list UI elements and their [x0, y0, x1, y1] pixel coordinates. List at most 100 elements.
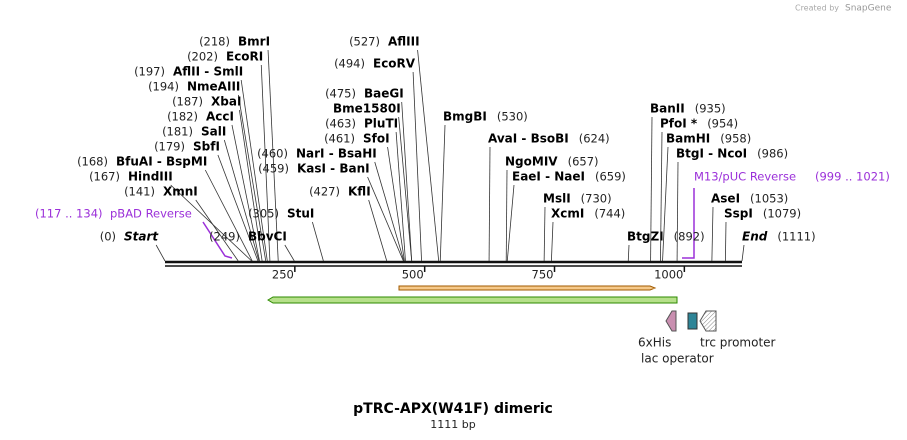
- site-name: SfoI: [363, 132, 390, 146]
- site-name: KasI - BanI: [297, 162, 370, 176]
- feature-arrow: [398, 285, 657, 291]
- site-position: (659): [595, 170, 626, 184]
- site-line: [395, 131, 406, 262]
- site-name: BbvCI: [248, 230, 287, 244]
- feature-arrow: [267, 296, 678, 304]
- map-title: pTRC-APX(W41F) dimeric: [353, 401, 553, 417]
- site-name: KflI: [348, 185, 371, 199]
- site-line: [368, 199, 388, 262]
- credit: Created by: [795, 4, 839, 13]
- site-name: MslI: [543, 192, 571, 206]
- site-position: (218): [199, 35, 230, 49]
- site-line: [374, 161, 405, 262]
- site-name: BmrI: [238, 35, 270, 49]
- primer-range: (999 .. 1021): [815, 170, 890, 184]
- site-position: (986): [757, 147, 788, 161]
- site-position: (194): [148, 80, 179, 94]
- site-position: (892): [674, 230, 705, 244]
- primer-mark: [682, 188, 695, 259]
- feature-6xhis: [665, 310, 677, 332]
- site-name: Bme1580I: [333, 102, 401, 116]
- site-name: NgoMIV: [505, 155, 558, 169]
- site-position: (958): [720, 132, 751, 146]
- site-line: [237, 94, 267, 262]
- site-line: [240, 79, 268, 262]
- site-position: (181): [162, 125, 193, 139]
- site-position: (1053): [750, 192, 788, 206]
- primer-name: M13/pUC Reverse: [694, 170, 796, 184]
- primer-mark: [202, 221, 233, 259]
- site-position: (1079): [763, 207, 801, 221]
- site-name: XcmI: [551, 207, 584, 221]
- site-position: (494): [334, 57, 365, 71]
- site-name: BamHI: [666, 132, 710, 146]
- site-name: NarI - BsaHI: [296, 147, 377, 161]
- site-name: StuI: [287, 207, 314, 221]
- site-position: (141): [124, 185, 155, 199]
- site-line: [398, 116, 413, 262]
- site-name: SspI: [724, 207, 753, 221]
- site-position: (744): [594, 207, 625, 221]
- site-line: [267, 49, 279, 262]
- site-line: [724, 221, 727, 262]
- site-line: [155, 244, 166, 262]
- site-position: (305): [248, 207, 279, 221]
- site-position: (179): [154, 140, 185, 154]
- ruler-label: 750: [532, 268, 554, 282]
- site-line: [412, 71, 422, 262]
- site-line: [650, 116, 653, 262]
- site-position: (475): [325, 87, 356, 101]
- site-line: [260, 64, 271, 262]
- site-name: BtgI - NcoI: [676, 147, 747, 161]
- site-position: (624): [579, 132, 610, 146]
- site-name: AccI: [206, 110, 234, 124]
- site-position: (730): [581, 192, 612, 206]
- ruler-label: 250: [272, 268, 294, 282]
- site-line: [627, 244, 630, 262]
- site-position: (527): [349, 35, 380, 49]
- site-position: (427): [309, 185, 340, 199]
- site-line: [676, 161, 679, 262]
- site-line: [312, 221, 324, 262]
- feature-label: trc promoter: [700, 336, 776, 350]
- site-position: (463): [325, 117, 356, 131]
- site-line: [217, 154, 259, 262]
- feature-trc-promoter: [699, 310, 717, 332]
- site-name: XbaI: [211, 95, 241, 109]
- site-position: (657): [568, 155, 599, 169]
- site-name: NmeAIII: [187, 80, 240, 94]
- site-position: (954): [707, 117, 738, 131]
- feature-lac-operator: [687, 312, 698, 330]
- brand: SnapGene: [845, 4, 892, 14]
- primer-range: (117 .. 134): [35, 207, 103, 221]
- site-line: [543, 206, 546, 262]
- site-name: EcoRV: [373, 57, 416, 71]
- site-line: [505, 169, 508, 262]
- site-name: Start: [124, 230, 159, 244]
- site-name: AflII - SmlI: [173, 65, 243, 79]
- site-name: EcoRI: [226, 50, 263, 64]
- site-name: AvaI - BsoBI: [488, 132, 569, 146]
- site-line: [239, 109, 263, 262]
- site-line: [387, 146, 405, 262]
- ruler-label: 1000: [654, 268, 683, 282]
- site-name: PfoI *: [660, 117, 698, 131]
- site-position: (197): [134, 65, 165, 79]
- site-line: [662, 146, 669, 262]
- site-line: [506, 184, 515, 262]
- site-name: EaeI - NaeI: [512, 170, 585, 184]
- site-position: (249): [209, 230, 240, 244]
- site-name: AflIII: [388, 35, 420, 49]
- site-line: [711, 206, 714, 262]
- site-line: [170, 184, 253, 262]
- site-line: [223, 139, 260, 262]
- site-line: [284, 244, 295, 262]
- site-name: BtgZI: [627, 230, 664, 244]
- site-line: [195, 199, 239, 262]
- site-position: (460): [257, 147, 288, 161]
- site-position: (182): [167, 110, 198, 124]
- feature-label: 6xHis: [638, 336, 671, 350]
- site-name: XmnI: [163, 185, 198, 199]
- site-name: SbfI: [193, 140, 220, 154]
- site-line: [204, 169, 253, 262]
